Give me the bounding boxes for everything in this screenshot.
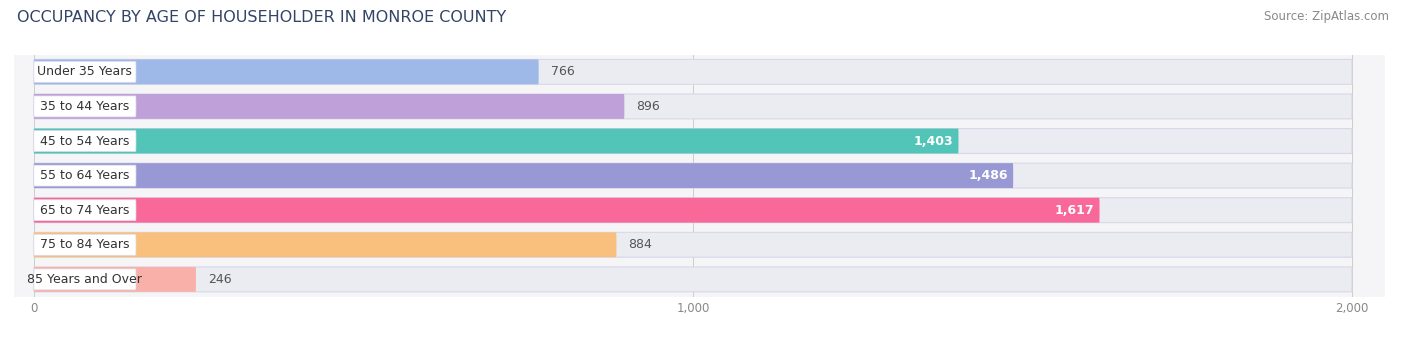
FancyBboxPatch shape [34,200,136,221]
Text: 766: 766 [551,65,574,78]
FancyBboxPatch shape [34,129,959,153]
Text: 1,403: 1,403 [914,135,953,148]
Text: 65 to 74 Years: 65 to 74 Years [41,204,129,217]
FancyBboxPatch shape [34,94,624,119]
Text: 85 Years and Over: 85 Years and Over [28,273,142,286]
FancyBboxPatch shape [34,232,1353,257]
FancyBboxPatch shape [34,59,538,84]
FancyBboxPatch shape [14,162,1385,190]
FancyBboxPatch shape [34,267,195,292]
Text: 35 to 44 Years: 35 to 44 Years [41,100,129,113]
FancyBboxPatch shape [14,58,1385,86]
FancyBboxPatch shape [34,163,1014,188]
FancyBboxPatch shape [34,198,1353,223]
FancyBboxPatch shape [34,267,1353,292]
Text: 884: 884 [628,238,652,251]
Text: 246: 246 [208,273,232,286]
Text: 75 to 84 Years: 75 to 84 Years [41,238,129,251]
FancyBboxPatch shape [14,266,1385,293]
Text: 45 to 54 Years: 45 to 54 Years [41,135,129,148]
FancyBboxPatch shape [14,196,1385,224]
FancyBboxPatch shape [14,93,1385,120]
FancyBboxPatch shape [34,61,136,82]
Text: 1,617: 1,617 [1054,204,1094,217]
FancyBboxPatch shape [34,96,136,117]
Text: Source: ZipAtlas.com: Source: ZipAtlas.com [1264,10,1389,23]
FancyBboxPatch shape [34,129,1353,153]
FancyBboxPatch shape [34,59,1353,84]
FancyBboxPatch shape [34,198,1099,223]
Text: OCCUPANCY BY AGE OF HOUSEHOLDER IN MONROE COUNTY: OCCUPANCY BY AGE OF HOUSEHOLDER IN MONRO… [17,10,506,25]
Text: 55 to 64 Years: 55 to 64 Years [41,169,129,182]
FancyBboxPatch shape [34,269,136,290]
Text: 896: 896 [637,100,659,113]
FancyBboxPatch shape [14,127,1385,155]
FancyBboxPatch shape [34,232,616,257]
FancyBboxPatch shape [34,165,136,186]
FancyBboxPatch shape [14,231,1385,258]
Text: 1,486: 1,486 [969,169,1008,182]
FancyBboxPatch shape [34,94,1353,119]
FancyBboxPatch shape [34,131,136,151]
FancyBboxPatch shape [34,234,136,255]
FancyBboxPatch shape [34,163,1353,188]
Text: Under 35 Years: Under 35 Years [38,65,132,78]
